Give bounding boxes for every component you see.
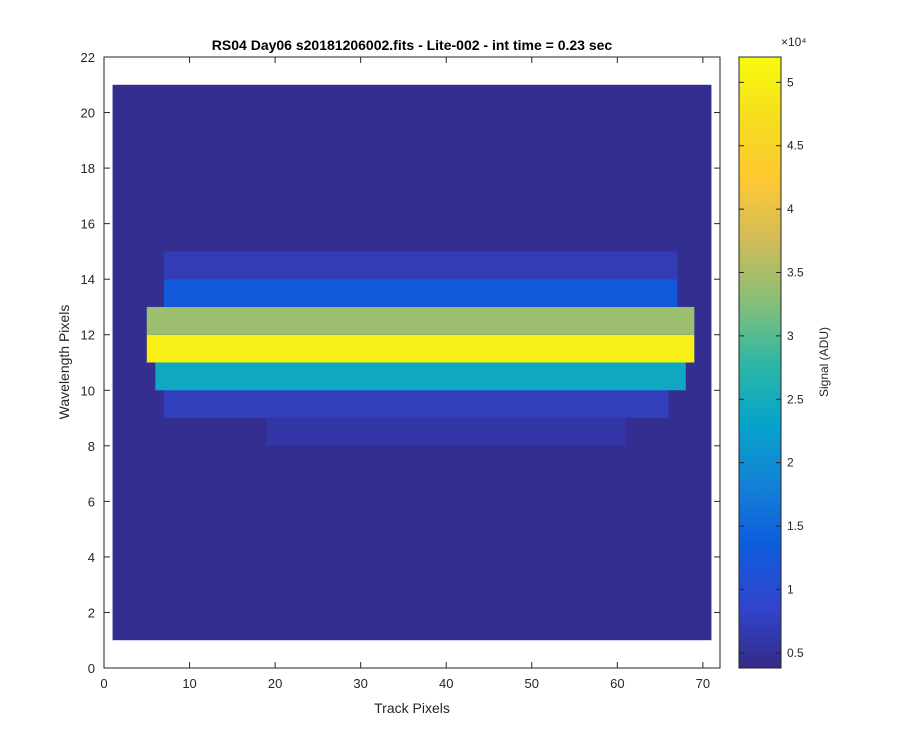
- x-tick-label: 50: [525, 676, 539, 691]
- colorbar-tick-label: 2.5: [787, 392, 804, 406]
- y-tick-label: 18: [81, 161, 95, 176]
- colorbar-label: Signal (ADU): [817, 327, 831, 397]
- y-tick-label: 10: [81, 383, 95, 398]
- colorbar-tick-label: 3: [787, 329, 794, 343]
- y-tick-label: 14: [81, 272, 95, 287]
- axes-box: [103, 56, 721, 669]
- heatmap-row-13: [163, 279, 678, 307]
- heatmap-row-11: [146, 334, 695, 363]
- colorbar-tick-label: 2: [787, 456, 794, 470]
- x-tick-label: 60: [610, 676, 624, 691]
- y-tick-label: 20: [81, 106, 95, 121]
- chart-title: RS04 Day06 s20181206002.fits - Lite-002 …: [212, 37, 613, 53]
- y-axis-label: Wavelength Pixels: [56, 305, 72, 420]
- y-tick-label: 16: [81, 217, 95, 232]
- y-tick-label: 22: [81, 50, 95, 65]
- colorbar-ticks: 0.5 1 1.5 2 2.5 3 3.5 4 4.5 5: [739, 75, 804, 660]
- colorbar-tick-label: 1.5: [787, 519, 804, 533]
- heatmap-row-14: [163, 251, 678, 280]
- heatmap-row-10: [155, 362, 686, 391]
- y-tick-label: 6: [88, 494, 95, 509]
- colorbar-tick-label: 5: [787, 75, 794, 89]
- y-tick-label: 4: [88, 550, 95, 565]
- colorbar-tick-label: 3.5: [787, 265, 804, 279]
- y-tick-label: 2: [88, 605, 95, 620]
- y-tick-label: 12: [81, 328, 95, 343]
- colorbar: [738, 56, 782, 669]
- x-tick-label: 10: [182, 676, 196, 691]
- x-axis: 0 10 20 30 40 50 60 70: [100, 57, 710, 691]
- colorbar-multiplier: ×10⁴: [781, 35, 807, 49]
- colorbar-tick-label: 1: [787, 582, 794, 596]
- y-axis: 0 2 4 6 8 10 12 14 16 18 20 22: [81, 50, 720, 676]
- plot-area: [112, 84, 712, 641]
- x-axis-label: Track Pixels: [374, 700, 450, 716]
- heatmap-row-9: [163, 390, 669, 419]
- heatmap-row-12: [146, 306, 695, 335]
- y-tick-label: 8: [88, 439, 95, 454]
- y-tick-label: 0: [88, 661, 95, 676]
- colorbar-tick-label: 4: [787, 202, 794, 216]
- x-tick-label: 0: [100, 676, 107, 691]
- x-tick-label: 70: [696, 676, 710, 691]
- colorbar-tick-label: 0.5: [787, 646, 804, 660]
- x-tick-label: 20: [268, 676, 282, 691]
- x-tick-label: 40: [439, 676, 453, 691]
- x-tick-label: 30: [353, 676, 367, 691]
- heatmap-row-8: [266, 418, 626, 446]
- colorbar-tick-label: 4.5: [787, 139, 804, 153]
